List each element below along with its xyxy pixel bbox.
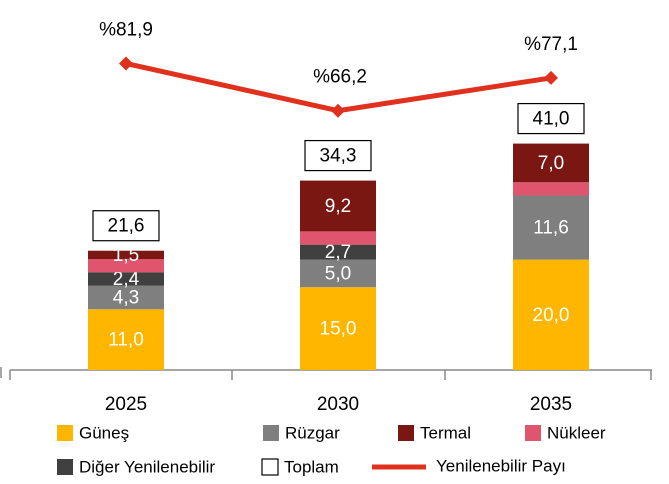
total-label: 21,6: [108, 216, 145, 237]
legend-swatch: [261, 458, 279, 476]
x-tick-label: 2035: [530, 394, 572, 415]
bar-segment: [300, 287, 376, 370]
legend-swatch: [398, 425, 414, 441]
legend-label: Yenilenebilir Payı: [436, 456, 566, 475]
data-label: 5,0: [325, 263, 351, 284]
legend-label: Nükleer: [547, 423, 606, 442]
legend-label: Rüzgar: [285, 423, 340, 442]
legend-swatch: [525, 425, 541, 441]
total-box: [517, 102, 585, 135]
legend-label: Diğer Yenilenebilir: [79, 457, 215, 476]
bar-segment: [88, 250, 164, 259]
data-label: 7,0: [538, 153, 564, 174]
bar-segment: [300, 180, 376, 232]
bar-segment: [513, 143, 589, 183]
bar-segment: [513, 259, 589, 370]
bar-segment: [88, 285, 164, 310]
bar-segment: [88, 309, 164, 370]
total-box: [304, 139, 372, 172]
data-label: 15,0: [320, 319, 357, 340]
data-label: 1,5: [113, 245, 139, 266]
data-label: 2,7: [325, 242, 351, 263]
line-marker: [331, 103, 345, 118]
legend-label: Termal: [420, 423, 471, 442]
data-label: 2,4: [113, 269, 140, 290]
bar-segment: [300, 244, 376, 260]
data-label: 20,0: [533, 305, 570, 326]
line-marker: [119, 56, 133, 71]
legend-swatch: [57, 425, 73, 441]
bar-segment: [300, 231, 376, 245]
legend-swatch: [263, 425, 279, 441]
data-label: 4,3: [113, 287, 139, 308]
legend-swatch: [57, 459, 73, 475]
total-box: [92, 210, 160, 242]
x-tick-label: 2025: [105, 394, 147, 415]
data-label: 9,2: [325, 196, 351, 217]
bar-segment: [88, 259, 164, 273]
line-label: %77,1: [524, 34, 578, 55]
total-label: 34,3: [320, 146, 357, 167]
total-label: 41,0: [533, 109, 570, 130]
x-tick-label: 2030: [317, 394, 359, 415]
line-marker: [544, 70, 558, 85]
data-label: 11,6: [533, 218, 569, 239]
legend-label: Güneş: [79, 423, 129, 442]
bar-segment: [513, 182, 589, 196]
line-label: %66,2: [313, 67, 367, 88]
bar-segment: [88, 272, 164, 286]
line-label: %81,9: [99, 19, 153, 40]
data-label: 11,0: [108, 330, 144, 351]
bar-segment: [300, 259, 376, 288]
legend-label: Toplam: [284, 457, 339, 476]
bar-segment: [513, 195, 589, 260]
